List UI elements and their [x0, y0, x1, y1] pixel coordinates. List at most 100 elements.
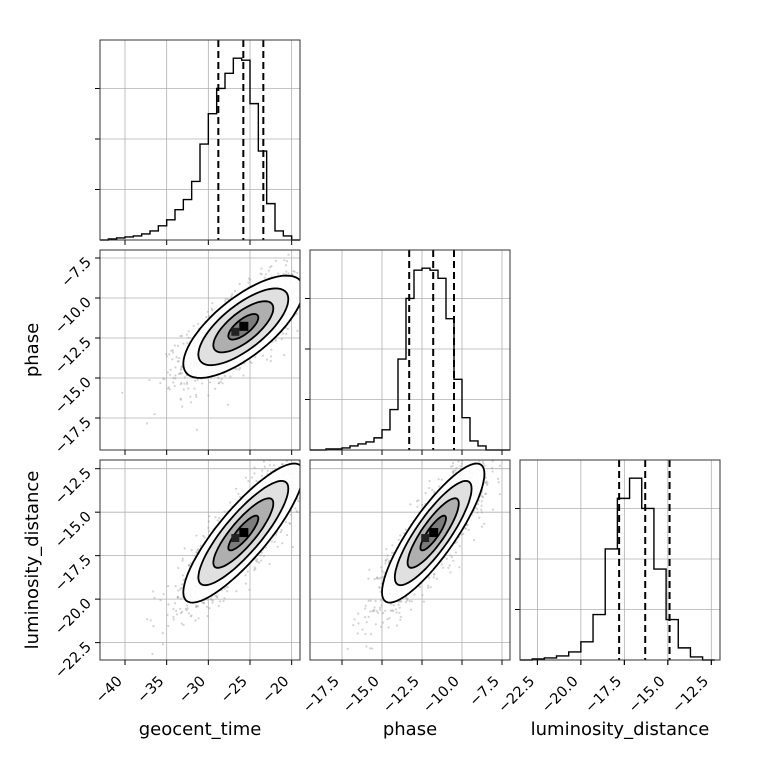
- sample-point: [168, 353, 171, 356]
- sample-point: [181, 559, 184, 562]
- sample-point: [276, 545, 279, 548]
- sample-point: [302, 292, 304, 294]
- contour-line: [182, 274, 300, 379]
- x-tick-label: −15.0: [340, 674, 383, 717]
- sample-point: [242, 374, 245, 377]
- panel-content: [100, 250, 328, 450]
- sample-point: [235, 590, 238, 593]
- sample-point: [318, 481, 320, 483]
- sample-point: [215, 595, 218, 598]
- sample-point: [397, 603, 400, 606]
- sample-point: [166, 613, 169, 617]
- sample-point: [186, 604, 189, 607]
- sample-point: [189, 562, 192, 565]
- y-tick-label: −17.5: [52, 415, 95, 458]
- sample-point: [187, 387, 190, 390]
- sample-point: [226, 298, 229, 301]
- hist-grid: [100, 40, 300, 240]
- hist-frame: [99, 39, 301, 241]
- sample-point: [288, 522, 291, 525]
- sample-point: [216, 376, 219, 379]
- sample-point: [353, 618, 356, 621]
- sample-point: [177, 360, 180, 363]
- sample-point: [195, 393, 198, 396]
- sample-point: [169, 368, 172, 371]
- sample-point: [180, 583, 184, 586]
- sample-point: [186, 607, 189, 610]
- sample-point: [475, 506, 478, 510]
- sample-point: [270, 355, 273, 358]
- y-tick-label: −10.0: [52, 295, 95, 338]
- sample-point: [388, 617, 391, 620]
- contour-line: [182, 462, 300, 604]
- sample-point: [418, 585, 422, 589]
- sample-point: [297, 500, 300, 503]
- sample-point: [485, 483, 489, 487]
- sample-point: [255, 559, 258, 562]
- sample-point: [365, 645, 368, 648]
- density-peak: [429, 528, 439, 538]
- sample-point: [382, 621, 385, 624]
- sample-point: [145, 422, 148, 425]
- sample-point: [466, 524, 469, 527]
- sample-point: [293, 270, 296, 273]
- sample-point: [146, 618, 149, 621]
- sample-point: [301, 262, 303, 264]
- sample-point: [269, 359, 272, 363]
- sample-point: [481, 496, 484, 499]
- sample-point: [404, 601, 407, 604]
- density-peak: [421, 534, 430, 543]
- sample-point: [280, 463, 284, 466]
- sample-point: [183, 376, 186, 379]
- sample-point: [427, 586, 430, 589]
- sample-point: [195, 605, 198, 609]
- sample-point: [206, 615, 209, 618]
- sample-point: [391, 609, 394, 612]
- sample-point: [296, 271, 299, 274]
- sample-point: [364, 632, 367, 636]
- sample-point: [250, 361, 253, 364]
- sample-point: [177, 589, 180, 592]
- sample-point: [167, 603, 170, 606]
- sample-point: [181, 557, 184, 560]
- sample-point: [313, 452, 315, 454]
- sample-point: [326, 294, 328, 296]
- panel-content: [100, 452, 320, 660]
- sample-point: [195, 428, 198, 431]
- sample-point: [179, 397, 182, 400]
- sample-point: [484, 476, 487, 479]
- sample-point: [302, 468, 304, 470]
- sample-point: [161, 632, 164, 635]
- sample-point: [416, 505, 419, 508]
- sample-point: [478, 460, 481, 463]
- sample-point: [480, 500, 483, 503]
- sample-point: [387, 626, 390, 629]
- sample-point: [220, 378, 223, 381]
- sample-point: [223, 510, 226, 513]
- sample-point: [282, 332, 285, 335]
- sample-point: [282, 272, 285, 276]
- sample-point: [187, 612, 190, 615]
- sample-point: [274, 259, 277, 262]
- sample-point: [480, 508, 483, 511]
- sample-point: [391, 551, 394, 554]
- sample-point: [389, 609, 392, 613]
- sample-point: [224, 298, 227, 301]
- sample-point: [375, 610, 378, 613]
- sample-point: [217, 604, 220, 608]
- sample-point: [248, 277, 251, 280]
- sample-point: [288, 522, 292, 525]
- sample-point: [437, 478, 440, 481]
- sample-point: [230, 295, 233, 298]
- sample-point: [262, 460, 266, 463]
- sample-point: [225, 586, 228, 589]
- sample-point: [219, 380, 222, 383]
- sample-point: [486, 440, 488, 442]
- sample-point: [173, 384, 176, 388]
- sample-point: [295, 510, 298, 513]
- sample-point: [406, 599, 409, 602]
- sample-point: [200, 382, 204, 385]
- sample-point: [193, 387, 196, 390]
- sample-point: [262, 554, 266, 558]
- sample-point: [197, 322, 200, 325]
